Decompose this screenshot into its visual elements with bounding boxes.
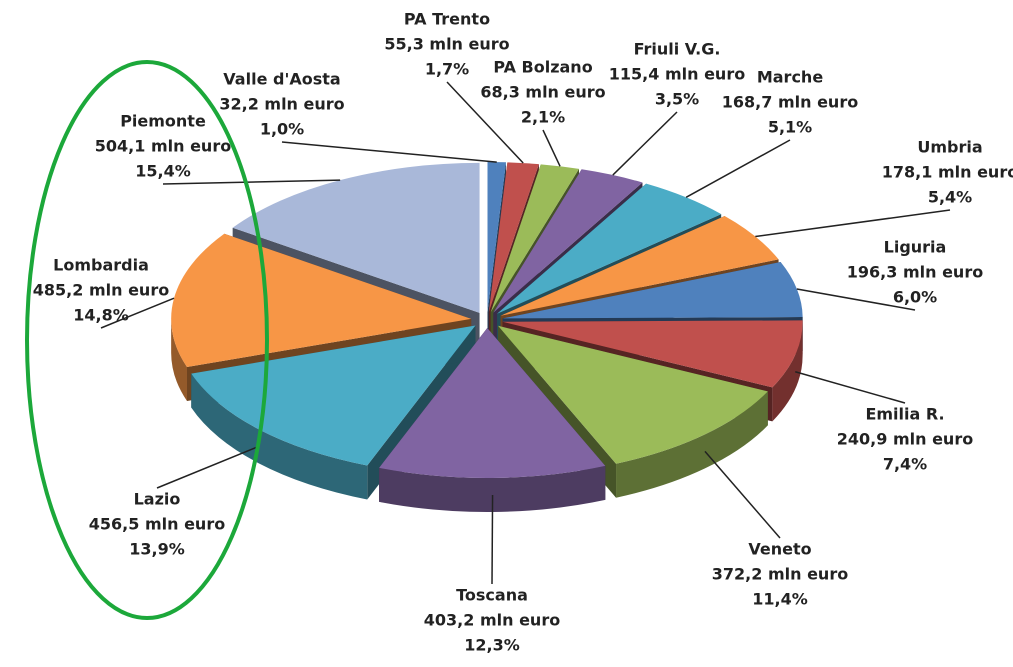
leader-line [612,111,678,176]
value-label: 178,1 mln euro [882,163,1013,182]
labels: Valle d'Aosta 32,2 mln euro 1,0% PA Trento 5… [33,10,1013,655]
slice [497,183,722,314]
slice [487,162,507,313]
value-label: 32,2 mln euro [219,95,344,114]
slice [232,162,480,313]
slice [488,162,539,313]
category-label: Emilia R. [865,405,944,424]
category-label: Marche [757,68,823,87]
category-label: Lazio [134,490,181,509]
category-label: Friuli V.G. [634,40,721,59]
slice [502,262,803,319]
percentage-label: 12,3% [464,636,520,655]
category-label: PA Bolzano [493,58,592,77]
slice-side [772,321,803,422]
category-label: Piemonte [120,112,206,131]
slice-side [379,465,606,512]
percentage-label: 5,4% [928,188,972,207]
percentage-label: 5,1% [768,118,812,137]
leader-line [100,297,175,329]
value-label: 168,7 mln euro [722,93,858,112]
slice [502,320,803,388]
value-label: 68,3 mln euro [480,83,605,102]
slice [493,169,643,313]
percentage-label: 13,9% [129,540,185,559]
percentage-label: 1,0% [260,120,304,139]
leader-line [491,494,494,585]
percentage-label: 6,0% [893,288,937,307]
category-label: Umbria [917,138,982,157]
leader-line [704,450,781,539]
percentage-label: 7,4% [883,455,927,474]
value-label: 240,9 mln euro [837,430,973,449]
category-label: Liguria [884,238,947,257]
percentage-label: 1,7% [425,60,469,79]
leader-line [156,445,260,489]
category-label: PA Trento [404,10,490,29]
category-label: Lombardia [53,256,149,275]
leader-line [542,129,561,167]
percentage-label: 3,5% [655,90,699,109]
slice [171,233,472,367]
value-label: 196,3 mln euro [847,263,983,282]
percentage-label: 14,8% [73,306,129,325]
slice [500,216,779,316]
value-label: 55,3 mln euro [384,35,509,54]
value-label: 504,1 mln euro [95,137,231,156]
slice-side [616,391,768,498]
leader-line [796,288,916,311]
value-label: 485,2 mln euro [33,281,169,300]
category-label: Toscana [456,586,528,605]
percentage-label: 15,4% [135,162,191,181]
category-label: Veneto [748,540,811,559]
slice-side [171,318,187,401]
leader-line [755,209,951,238]
highlight-ellipse [25,60,269,620]
value-label: 456,5 mln euro [89,515,225,534]
leader-line [795,371,906,404]
leader-line [685,139,791,198]
leader-line [446,81,524,164]
value-label: 372,2 mln euro [712,565,848,584]
value-label: 115,4 mln euro [609,65,745,84]
slice [379,327,606,478]
percentage-label: 11,4% [752,590,808,609]
category-label: Valle d'Aosta [223,70,340,89]
value-label: 403,2 mln euro [424,611,560,630]
percentage-label: 2,1% [521,108,565,127]
leader-line [162,179,341,185]
slice-side [191,373,368,500]
slice [490,164,580,313]
slice [498,325,768,464]
leader-lines [100,81,951,585]
leader-line [281,141,497,163]
